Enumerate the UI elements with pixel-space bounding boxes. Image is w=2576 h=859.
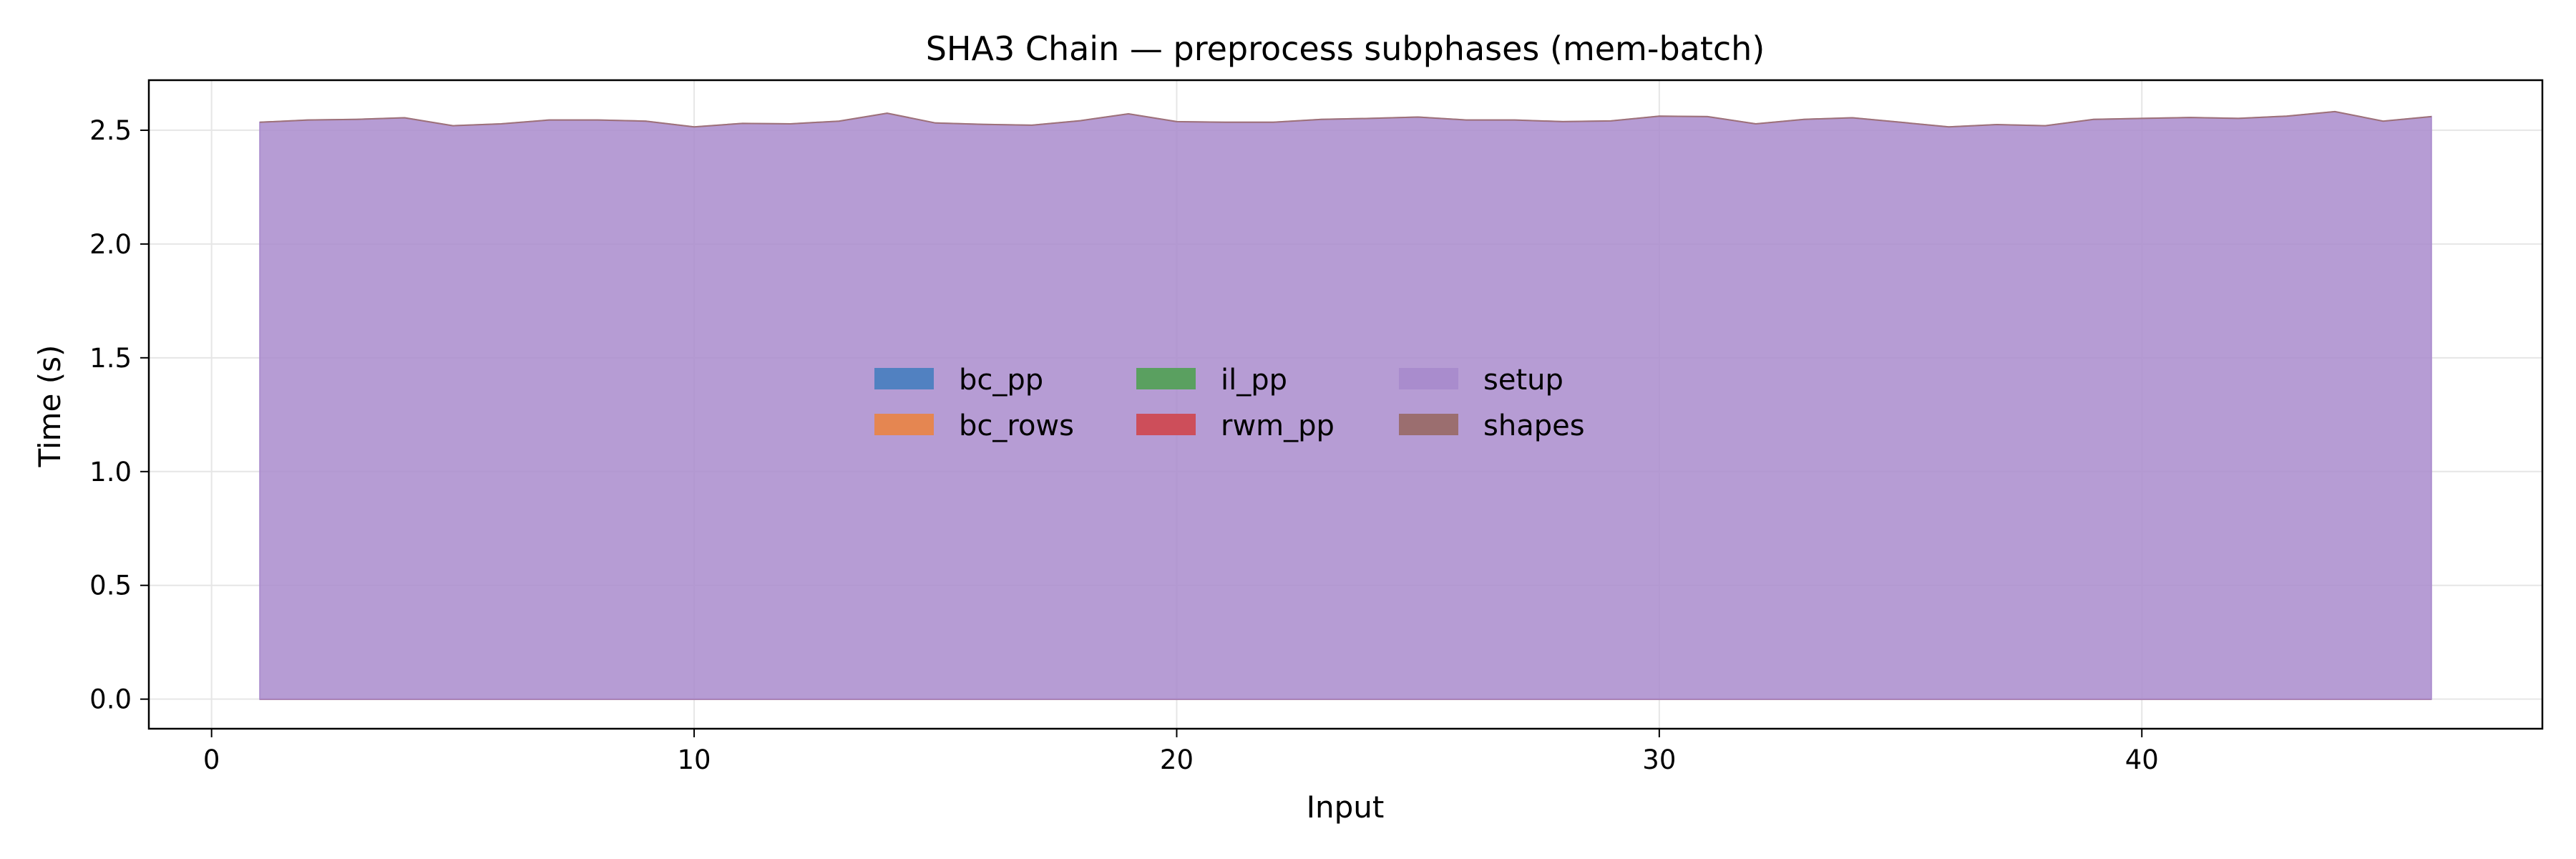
y-tick-label: 0.0: [89, 684, 132, 715]
axes-border: [147, 79, 2544, 730]
y-tick-label: 0.5: [89, 571, 132, 601]
axes-frame: [147, 79, 2544, 730]
y-tick-label: 1.0: [89, 457, 132, 487]
legend-label-shapes: shapes: [1483, 409, 1585, 442]
legend-swatch-rwm-pp: [1136, 414, 1196, 435]
y-tick-label: 2.5: [89, 115, 132, 146]
plot-areas: [259, 110, 2432, 700]
legend-label-rwm-pp: rwm_pp: [1221, 409, 1335, 442]
legend-swatch-setup: [1399, 368, 1458, 389]
legend-label-bc-rows: bc_rows: [959, 409, 1074, 442]
x-axis-title: Input: [1307, 790, 1385, 825]
x-tick-label: 10: [678, 744, 711, 775]
y-tick-label: 1.5: [89, 343, 132, 374]
legend-swatch-shapes: [1399, 414, 1458, 435]
x-tick-label: 30: [1642, 744, 1676, 775]
x-tick-label: 40: [2125, 744, 2159, 775]
legend-swatch-bc-pp: [874, 368, 934, 389]
y-tick-label: 2.0: [89, 229, 132, 260]
legend-swatch-il-pp: [1136, 368, 1196, 389]
legend-label-bc-pp: bc_pp: [959, 364, 1043, 397]
area-setup: [259, 110, 2432, 700]
axis-ticks: 0 10 20 30 40 0.0 0.5 1.0 1.5 2.0 2.5: [89, 115, 2159, 775]
x-tick-label: 0: [203, 744, 220, 775]
chart-title: SHA3 Chain — preprocess subphases (mem-b…: [926, 29, 1765, 68]
legend-label-il-pp: il_pp: [1221, 364, 1287, 397]
y-axis-title: Time (s): [32, 345, 67, 468]
legend-label-setup: setup: [1483, 364, 1563, 397]
x-tick-label: 20: [1160, 744, 1194, 775]
legend-swatch-bc-rows: [874, 414, 934, 435]
area-shapes: [260, 110, 2431, 128]
legend: bc_pp bc_rows il_pp rwm_pp setup shapes: [874, 364, 1585, 442]
